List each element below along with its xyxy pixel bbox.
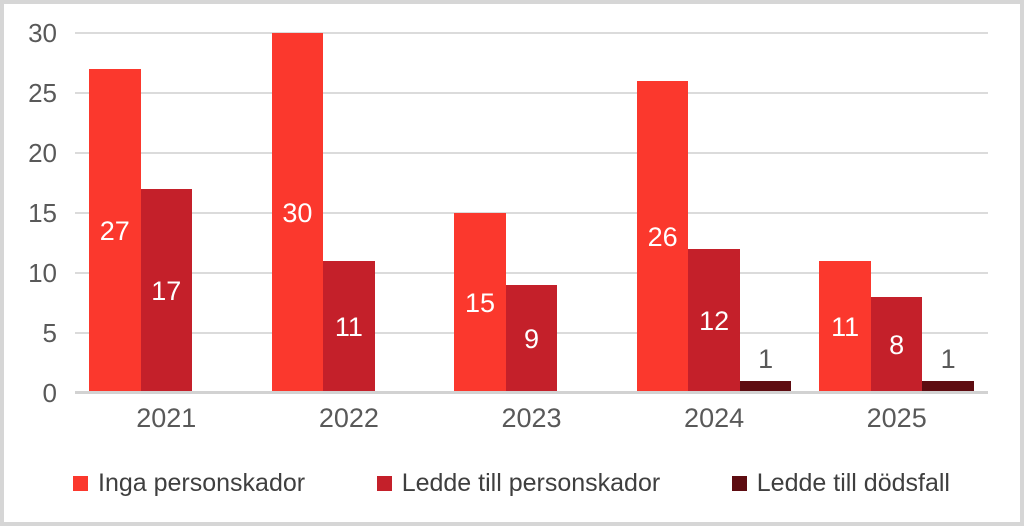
- y-tick-label: 30: [28, 18, 57, 48]
- y-tick-label: 10: [28, 258, 57, 288]
- y-tick-label: 5: [42, 318, 57, 348]
- bar: 15: [454, 213, 506, 393]
- legend-label: Ledde till personskador: [401, 468, 661, 497]
- bar: 9: [505, 285, 558, 393]
- x-tick-label: 2023: [501, 403, 562, 433]
- bar-group-2023: 15 9: [440, 33, 623, 393]
- data-label: 17: [151, 275, 182, 306]
- legend-item: Ledde till dödsfall: [731, 468, 950, 498]
- data-label: 27: [99, 215, 130, 246]
- y-axis-labels: 0 5 10 15 20 25 30: [0, 18, 57, 408]
- bar: 26: [636, 81, 689, 393]
- gridline: [75, 212, 988, 214]
- y-tick-label: 20: [28, 138, 57, 168]
- data-label: 11: [831, 311, 860, 342]
- gridline: [75, 152, 988, 154]
- legend-swatch-icon: [376, 475, 392, 491]
- legend-swatch-icon: [73, 475, 88, 491]
- data-label: 8: [889, 329, 905, 360]
- data-label: 9: [523, 323, 539, 354]
- plot-area: 27 17 30 11 15 9 26 12 1 11 8 1: [75, 32, 988, 393]
- bar-group-2022: 30 11: [258, 33, 441, 393]
- data-label: 1: [758, 344, 774, 374]
- bar: 1: [739, 344, 792, 393]
- bar: 11: [323, 261, 375, 393]
- bar-group-2024: 26 12 1: [623, 33, 806, 393]
- x-tick-label: 2025: [866, 403, 927, 433]
- bar: 27: [89, 69, 141, 393]
- gridline: [75, 32, 988, 34]
- bar: 8: [870, 297, 923, 393]
- bar: 1: [922, 344, 974, 393]
- legend-item: Ledde till personskador: [376, 468, 661, 498]
- data-label: 30: [282, 197, 313, 228]
- x-tick-label: 2021: [136, 403, 197, 433]
- legend-label: Inga personskador: [98, 468, 306, 497]
- legend-swatch-icon: [731, 475, 747, 491]
- y-tick-label: 15: [28, 198, 57, 228]
- x-tick-label: 2022: [318, 403, 379, 433]
- x-axis-line: [75, 391, 988, 394]
- legend-label: Ledde till dödsfall: [756, 468, 950, 497]
- gridline: [75, 272, 988, 274]
- legend-item: Inga personskador: [73, 469, 305, 498]
- data-label: 26: [647, 221, 678, 252]
- x-axis-labels: 2021 2022 2023 2024 2025: [75, 403, 988, 437]
- y-tick-label: 0: [42, 378, 57, 408]
- data-label: 15: [464, 287, 495, 318]
- bar: 11: [819, 261, 871, 393]
- data-label: 1: [940, 344, 956, 374]
- x-tick-label: 2024: [684, 403, 745, 433]
- gridline: [75, 92, 988, 94]
- data-label: 12: [699, 305, 730, 336]
- bar: 30: [271, 33, 324, 393]
- bar: 12: [688, 249, 740, 393]
- legend: Inga personskador Ledde till personskador…: [73, 466, 950, 500]
- bar: 17: [140, 189, 193, 393]
- data-label: 11: [334, 311, 363, 342]
- bar-group-2021: 27 17: [75, 33, 258, 393]
- y-tick-label: 25: [28, 78, 57, 108]
- bar-group-2025: 11 8 1: [805, 33, 988, 393]
